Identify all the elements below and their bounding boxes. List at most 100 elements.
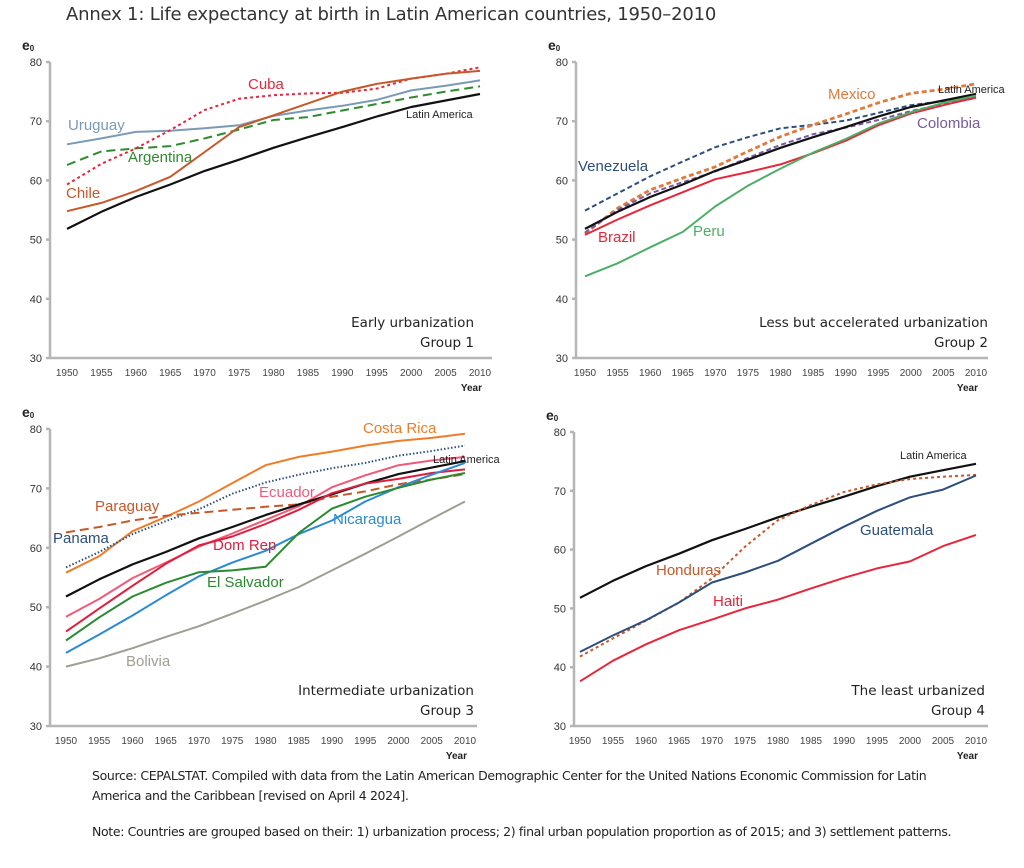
series-label-colombia: Colombia — [917, 115, 981, 132]
y-tick-label: 80 — [556, 57, 568, 69]
x-tick-label: 1985 — [802, 368, 825, 379]
x-tick-label: 2000 — [900, 368, 923, 379]
y-tick-label: 50 — [554, 603, 566, 615]
x-tick-label: 1995 — [366, 368, 389, 379]
series-label-uruguay: Uruguay — [68, 117, 125, 134]
source-note: Source: CEPALSTAT. Compiled with data fr… — [92, 768, 927, 803]
series-label-panama: Panama — [53, 530, 110, 547]
x-tick-label: 1950 — [56, 368, 79, 379]
series-line-colombia — [584, 97, 977, 234]
series-label-paraguay: Paraguay — [95, 498, 160, 515]
y-tick-label: 40 — [556, 294, 568, 306]
series-label-brazil: Brazil — [598, 229, 636, 246]
x-tick-label: 1960 — [639, 368, 662, 379]
x-tick-label: 1965 — [155, 736, 178, 747]
y-tick-label: 80 — [30, 57, 42, 69]
y-tick-label: 40 — [30, 662, 42, 674]
panel-title: Less but accelerated urbanization — [759, 315, 988, 331]
series-line-costa-rica — [65, 432, 466, 574]
y-axis-label-main: e — [548, 37, 556, 53]
series-line-brazil — [584, 96, 977, 236]
x-axis-label: Year — [446, 751, 467, 762]
y-axis-label-main: e — [22, 404, 30, 420]
y-tick-label: 50 — [556, 235, 568, 247]
y-axis-label-main: e — [22, 37, 30, 53]
x-tick-label: 1990 — [331, 368, 354, 379]
series-label-mexico: Mexico — [828, 86, 876, 103]
series-line-latin-america — [584, 92, 977, 230]
x-tick-label: 1980 — [769, 368, 792, 379]
series-line-latin-america — [66, 92, 481, 230]
x-tick-label: 1955 — [90, 368, 113, 379]
x-tick-label: 1975 — [228, 368, 251, 379]
x-tick-label: 1995 — [354, 736, 377, 747]
y-tick-label: 60 — [30, 543, 42, 555]
series-label-latin-america: Latin America — [433, 454, 501, 466]
x-tick-label: 1955 — [602, 736, 625, 747]
y-tick-label: 30 — [554, 721, 566, 733]
panel-subtitle: Group 4 — [931, 703, 985, 719]
x-tick-label: 1970 — [194, 368, 217, 379]
y-axis-label-main: e — [546, 407, 554, 423]
x-tick-label: 2010 — [965, 368, 988, 379]
figure-title: Annex 1: Life expectancy at birth in Lat… — [66, 4, 717, 25]
series-line-honduras — [579, 473, 977, 658]
x-tick-label: 2005 — [932, 368, 955, 379]
x-axis-label: Year — [957, 751, 978, 762]
series-line-argentina — [66, 85, 481, 166]
y-axis-label-sub: 0 — [554, 414, 559, 423]
panel-title: Intermediate urbanization — [298, 683, 474, 699]
x-tick-label: 1995 — [867, 368, 890, 379]
y-tick-label: 60 — [30, 175, 42, 187]
y-axis-label: e0 — [546, 407, 559, 423]
y-axis-label-sub: 0 — [30, 411, 35, 420]
chart-panel-group-3: e0 30 40 50 60 70 80 1950 1955 1960 1965 1970 1975 19… — [22, 404, 501, 762]
series-line-paraguay — [65, 473, 466, 534]
series-label-ecuador: Ecuador — [259, 484, 315, 501]
x-tick-label: 1980 — [254, 736, 277, 747]
series-label-latin-america: Latin America — [900, 450, 968, 462]
x-tick-label: 1975 — [734, 736, 757, 747]
y-tick-label: 40 — [30, 294, 42, 306]
x-tick-label: 1980 — [262, 368, 285, 379]
x-axis-label: Year — [957, 383, 978, 394]
series-label-guatemala: Guatemala — [860, 522, 934, 539]
x-tick-label: 1965 — [668, 736, 691, 747]
series-line-haiti — [579, 533, 977, 683]
series-label-latin-america: Latin America — [406, 109, 474, 121]
x-tick-label: 1985 — [288, 736, 311, 747]
x-tick-label: 2000 — [400, 368, 423, 379]
x-tick-label: 1980 — [767, 736, 790, 747]
panel-title: The least urbanized — [850, 683, 985, 699]
grouping-note: Note: Countries are grouped based on the… — [92, 824, 952, 839]
x-tick-label: 1970 — [704, 368, 727, 379]
panel-subtitle: Group 2 — [934, 335, 988, 351]
y-tick-label: 70 — [30, 483, 42, 495]
series-label-venezuela: Venezuela — [578, 158, 649, 175]
y-axis-label: e0 — [548, 37, 561, 53]
series-label-chile: Chile — [66, 185, 100, 202]
x-tick-label: 1975 — [221, 736, 244, 747]
y-tick-label: 60 — [554, 545, 566, 557]
y-tick-label: 80 — [30, 424, 42, 436]
x-tick-label: 2005 — [932, 736, 955, 747]
x-tick-label: 1985 — [800, 736, 823, 747]
y-tick-label: 80 — [554, 427, 566, 439]
panel-subtitle: Group 1 — [420, 335, 474, 351]
y-tick-label: 50 — [30, 602, 42, 614]
x-tick-label: 1990 — [321, 736, 344, 747]
panel-title: Early urbanization — [351, 315, 474, 331]
series-line-latin-america — [579, 462, 977, 599]
series-label-el-salvador: El Salvador — [207, 574, 284, 591]
x-tick-label: 1990 — [833, 736, 856, 747]
x-tick-label: 1960 — [635, 736, 658, 747]
x-tick-label: 1965 — [159, 368, 182, 379]
x-tick-label: 2005 — [434, 368, 457, 379]
series-label-peru: Peru — [693, 223, 725, 240]
x-tick-label: 1950 — [55, 736, 78, 747]
series-line-chile — [66, 69, 481, 213]
series-line-latin-america — [65, 460, 466, 598]
series-label-cuba: Cuba — [248, 76, 285, 93]
x-tick-label: 1950 — [574, 368, 597, 379]
x-tick-label: 1960 — [125, 368, 148, 379]
